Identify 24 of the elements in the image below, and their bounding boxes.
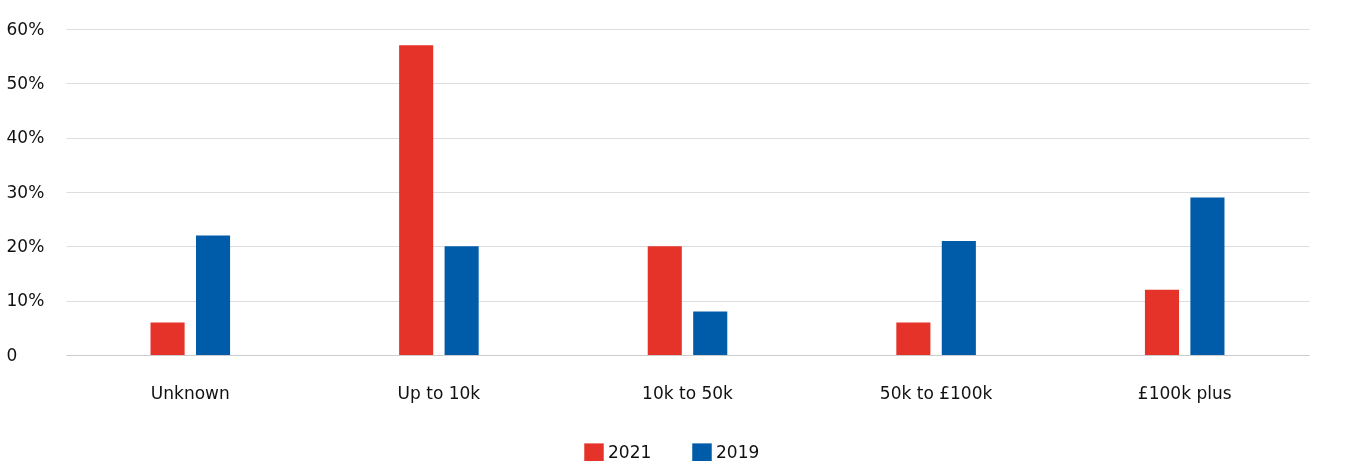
bar (399, 45, 434, 355)
bar (195, 235, 231, 355)
y-tick-label: 50% (6, 72, 45, 93)
bar (150, 322, 185, 355)
x-tick-label: 10k to 50k (642, 382, 734, 403)
x-tick-label: Unknown (150, 382, 230, 403)
y-tick-label: 40% (6, 127, 45, 148)
bar (444, 246, 479, 355)
bar (896, 322, 931, 355)
y-tick-label: 0 (6, 344, 18, 365)
y-tick-label: 60% (6, 18, 45, 39)
x-tick-label: £100k plus (1137, 382, 1232, 403)
legend-label: 2021 (608, 442, 652, 461)
legend-label: 2019 (716, 442, 760, 461)
x-tick-label: Up to 10k (397, 382, 481, 403)
x-tick-label: 50k to £100k (879, 382, 993, 403)
y-tick-label: 20% (6, 235, 45, 256)
y-tick-label: 30% (6, 181, 45, 202)
bar (693, 311, 728, 355)
bar (941, 240, 976, 355)
bar (1144, 289, 1180, 355)
bar (647, 246, 682, 355)
bar (1190, 197, 1225, 355)
y-tick-label: 10% (6, 290, 45, 311)
